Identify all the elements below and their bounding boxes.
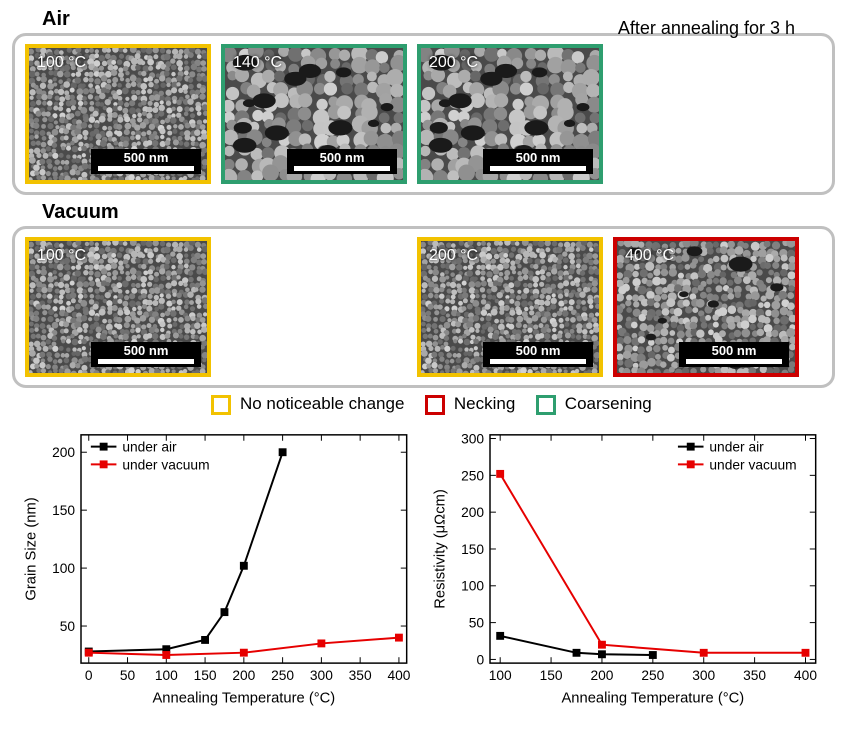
charts-row: 0 50 100 150 200 250 300 350 400 50 100 150 200 Annea… [12,425,835,713]
svg-text:0: 0 [85,667,93,682]
sem-temp-label: 400 °C [625,247,674,265]
sem-temp-label: 200 °C [429,247,478,265]
svg-text:200: 200 [52,445,75,460]
legend-no-change: No noticeable change [240,394,404,413]
svg-text:300: 300 [310,667,333,682]
swatch-necking [425,395,445,415]
scale-bar: 500 nm [679,342,789,367]
svg-text:400: 400 [387,667,410,682]
svg-text:200: 200 [590,667,613,682]
svg-text:300: 300 [692,667,715,682]
svg-text:150: 150 [461,541,484,556]
swatch-coarsening [536,395,556,415]
svg-text:100: 100 [155,667,178,682]
svg-text:Grain Size (nm): Grain Size (nm) [24,497,40,600]
svg-text:under air: under air [709,439,764,454]
svg-text:300: 300 [461,431,484,446]
scale-bar: 500 nm [287,149,397,174]
svg-text:150: 150 [539,667,562,682]
sem-image: 100 °C 500 nm [25,237,211,377]
sem-image: 200 °C 500 nm [417,237,603,377]
sem-temp-label: 200 °C [429,54,478,72]
sem-temp-label: 140 °C [233,54,282,72]
scale-bar: 500 nm [91,342,201,367]
svg-text:200: 200 [461,505,484,520]
svg-text:250: 250 [461,468,484,483]
svg-text:Annealing Temperature (°C): Annealing Temperature (°C) [152,690,335,706]
air-panel: 100 °C 500 nm 140 °C 500 nm 200 °C 500 nm [12,33,835,195]
sem-image: 140 °C 500 nm [221,44,407,184]
svg-text:50: 50 [468,615,484,630]
svg-text:400: 400 [794,667,817,682]
svg-text:0: 0 [476,652,484,667]
svg-text:Resistivity (μΩcm): Resistivity (μΩcm) [432,489,448,609]
svg-text:100: 100 [52,561,75,576]
svg-text:100: 100 [461,578,484,593]
svg-text:250: 250 [271,667,294,682]
scale-bar: 500 nm [483,149,593,174]
svg-text:350: 350 [743,667,766,682]
vacuum-label: Vacuum [42,201,835,224]
svg-text:150: 150 [52,503,75,518]
svg-text:under vacuum: under vacuum [709,457,796,472]
svg-text:250: 250 [641,667,664,682]
swatch-no-change [211,395,231,415]
svg-text:Annealing Temperature (°C): Annealing Temperature (°C) [561,690,744,706]
sem-image: 400 °C 500 nm [613,237,799,377]
annealing-note: After annealing for 3 h [618,18,795,39]
resistivity-chart: 100 150 200 250 300 350 400 0 50 100 150 200 250 300 A… [429,425,828,713]
svg-text:50: 50 [120,667,136,682]
svg-text:under air: under air [122,439,177,454]
svg-text:50: 50 [60,618,76,633]
svg-text:350: 350 [349,667,372,682]
svg-text:200: 200 [232,667,255,682]
sem-temp-label: 100 °C [37,247,86,265]
sem-image: 200 °C 500 nm [417,44,603,184]
vacuum-panel: 100 °C 500 nm 200 °C 500 nm 400 °C 500 nm [12,226,835,388]
sem-image: 100 °C 500 nm [25,44,211,184]
category-legend: No noticeable change Necking Coarsening [12,394,835,415]
svg-text:150: 150 [194,667,217,682]
grain-size-chart: 0 50 100 150 200 250 300 350 400 50 100 150 200 Annea… [20,425,419,713]
svg-text:under vacuum: under vacuum [122,457,209,472]
scale-bar: 500 nm [91,149,201,174]
legend-coarsening: Coarsening [565,394,652,413]
legend-necking: Necking [454,394,515,413]
scale-bar: 500 nm [483,342,593,367]
sem-temp-label: 100 °C [37,54,86,72]
svg-text:100: 100 [488,667,511,682]
